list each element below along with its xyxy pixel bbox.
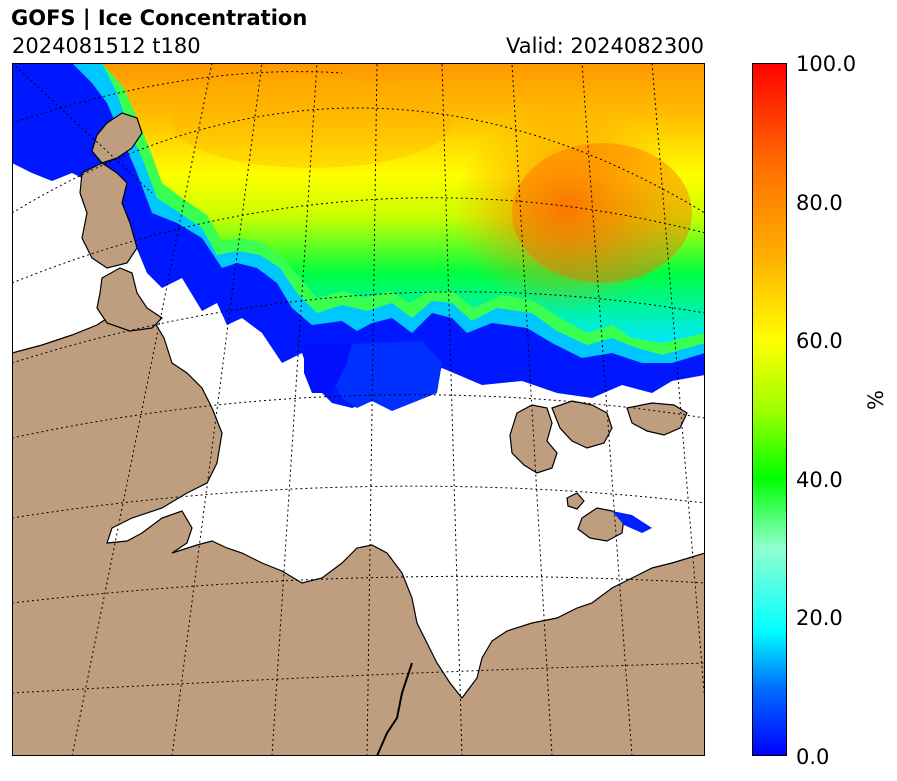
island-mid-3 bbox=[626, 402, 688, 436]
colorbar-tick-20: 20.0 bbox=[796, 606, 843, 630]
ice-hotspot bbox=[452, 103, 682, 313]
colorbar bbox=[752, 63, 787, 756]
ice-tongue-lower bbox=[304, 343, 352, 393]
ice-orange-band bbox=[172, 78, 452, 168]
colorbar-tick-60: 60.0 bbox=[796, 329, 843, 353]
island-upper-left-2 bbox=[79, 162, 138, 269]
island-upper-left-3 bbox=[96, 267, 163, 332]
river bbox=[376, 662, 413, 756]
island-upper-left-1 bbox=[91, 112, 143, 164]
island-small-1 bbox=[566, 492, 585, 510]
colorbar-tick-0: 0.0 bbox=[796, 745, 830, 769]
colorbar-unit-label: % bbox=[864, 390, 888, 410]
graticule bbox=[12, 63, 705, 756]
colorbar-gradient bbox=[752, 63, 787, 756]
ice-concentration-map bbox=[12, 63, 705, 756]
chart-title: GOFS | Ice Concentration bbox=[11, 6, 308, 30]
island-mid-4 bbox=[577, 507, 625, 542]
map-frame bbox=[12, 63, 705, 756]
ice-hotspot-core bbox=[512, 143, 692, 283]
valid-time: Valid: 2024082300 bbox=[506, 34, 704, 58]
island-mid-2 bbox=[551, 400, 613, 449]
mainland-coast bbox=[12, 308, 705, 756]
ice-patch-east bbox=[612, 511, 652, 533]
run-info: 2024081512 t180 bbox=[12, 34, 201, 58]
colorbar-tick-40: 40.0 bbox=[796, 468, 843, 492]
island-mid-1 bbox=[509, 404, 558, 474]
colorbar-tick-100: 100.0 bbox=[796, 52, 857, 76]
land-areas bbox=[12, 112, 705, 756]
colorbar-tick-80: 80.0 bbox=[796, 191, 843, 215]
colorbar-frame bbox=[752, 63, 787, 756]
